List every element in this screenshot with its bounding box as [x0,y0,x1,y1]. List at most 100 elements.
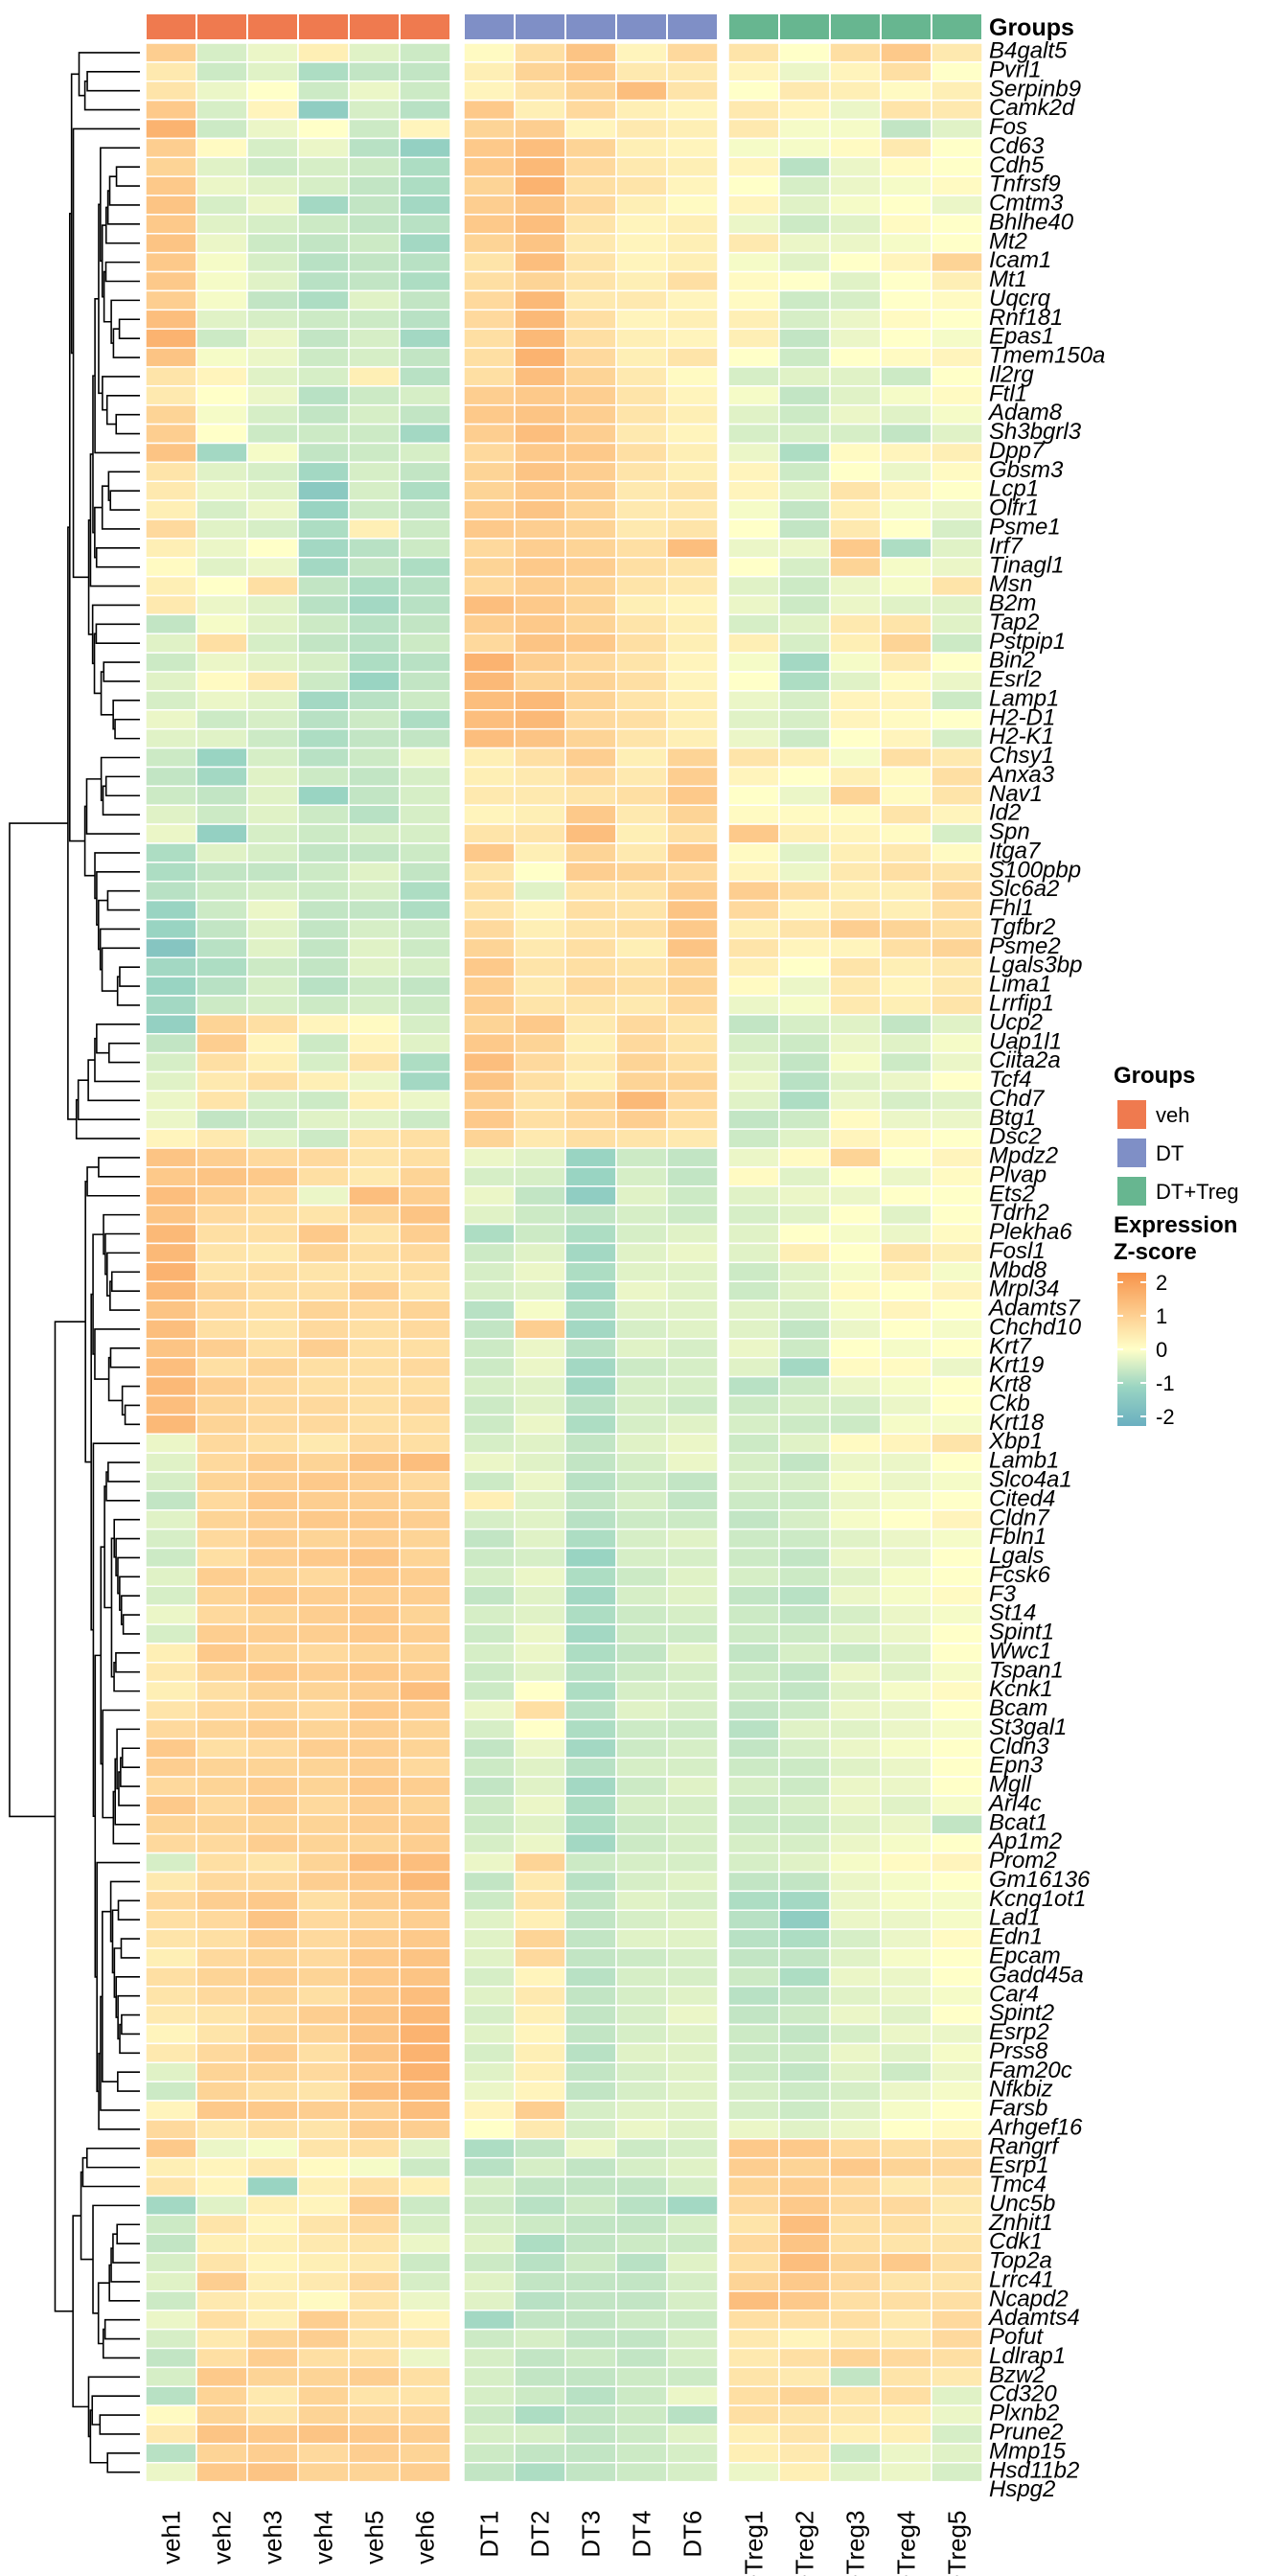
heatmap-cell [931,442,983,464]
gene-label: Cited4 [989,1485,1055,1511]
heatmap-cell [297,804,350,825]
heatmap-cell [196,2175,248,2197]
heatmap-cell [727,1338,780,1359]
heatmap-cell [564,632,617,654]
heatmap-cell [514,1070,566,1092]
dendrogram-branch [98,203,103,395]
heatmap-cell [297,613,350,635]
heatmap-cell [463,1832,516,1854]
heatmap-cell [666,1375,719,1397]
heatmap-cell [666,1471,719,1492]
heatmap-cell [666,1814,719,1835]
heatmap-cell [564,1852,617,1874]
heatmap-cell [348,709,401,730]
heatmap-cell [666,1319,719,1340]
heatmap-cell [931,880,983,902]
heatmap-cell [145,1471,197,1492]
dendrogram-branch [121,1747,140,1768]
heatmap-cell [514,2100,566,2121]
heatmap-cell [348,880,401,902]
heatmap-cell [931,1509,983,1530]
heatmap-cell [727,175,780,196]
heatmap-cell [615,2214,668,2235]
heatmap-cell [145,632,197,654]
heatmap-cell [514,2309,566,2331]
heatmap-cell [931,2366,983,2387]
heatmap-cell [778,328,831,349]
heatmap-cell [399,1338,451,1359]
heatmap-cell [348,956,401,978]
heatmap-cell [399,385,451,406]
dendrogram-branch [120,1595,140,1625]
heatmap-cell [463,2385,516,2406]
heatmap-cell [615,1547,668,1569]
heatmap-cell [666,1947,719,1968]
heatmap-cell [463,2195,516,2217]
heatmap-cell [246,1852,299,1874]
heatmap-cell [399,156,451,177]
heatmap-cell [399,785,451,806]
heatmap-cell [564,2004,617,2026]
heatmap-cell [246,2081,299,2102]
heatmap-cell [666,156,719,177]
dendrogram-branch [119,2023,140,2055]
heatmap-cell [145,1490,197,1511]
heatmap-cell [727,2443,780,2464]
heatmap-cell [196,2347,248,2369]
heatmap-cell [399,995,451,1016]
heatmap-cell [463,747,516,769]
heatmap-cell [463,1356,516,1378]
heatmap-cell [880,309,932,330]
heatmap-cell [196,995,248,1016]
heatmap-cell [666,480,719,501]
heatmap-cell [778,2233,831,2254]
heatmap-cell [297,2366,350,2387]
heatmap-cell [666,823,719,844]
column-label: DT1 [475,2511,504,2558]
heatmap-cell [564,1604,617,1625]
heatmap-cell [727,80,780,102]
column-label: DT+Treg5 [943,2511,972,2576]
heatmap-cell [514,2347,566,2369]
heatmap-cell [196,1509,248,1530]
heatmap-cell [348,270,401,292]
heatmap-cell [514,1433,566,1454]
heatmap-cell [931,118,983,140]
dendrogram-branch [95,547,140,568]
dendrogram-branch [9,822,68,1818]
heatmap-cell [778,2271,831,2292]
heatmap-cell [348,1699,401,1721]
heatmap-cell [829,2443,882,2464]
heatmap-cell [399,2175,451,2197]
heatmap-cell [246,1070,299,1092]
heatmap-cell [615,1033,668,1054]
heatmap-cell [778,385,831,406]
heatmap-cell [931,1699,983,1721]
heatmap-cell [564,251,617,273]
heatmap-cell [829,1280,882,1301]
group-bar-cell [348,12,401,41]
heatmap-cell [297,1223,350,1245]
heatmap-cell [564,690,617,711]
heatmap-cell [829,1033,882,1054]
heatmap-cell [666,99,719,121]
heatmap-cell [778,956,831,978]
heatmap-cell [666,1852,719,1874]
dendrogram-branch [94,1037,140,1083]
heatmap-cell [778,2061,831,2082]
group-bar-cell [615,12,668,41]
gene-label: Bcat1 [989,1809,1047,1835]
heatmap-cell [829,270,882,292]
heatmap-cell [514,804,566,825]
heatmap-cell [666,1356,719,1378]
heatmap-cell [196,2004,248,2026]
gene-label: Pvrl1 [989,57,1042,82]
heatmap-cell [399,2404,451,2426]
heatmap-cell [778,175,831,196]
heatmap-cell [564,1795,617,1816]
heatmap-cell [246,1795,299,1816]
heatmap-cell [564,2100,617,2121]
heatmap-cell [564,1051,617,1073]
heatmap-cell [615,2328,668,2350]
heatmap-cell [880,1890,932,1911]
